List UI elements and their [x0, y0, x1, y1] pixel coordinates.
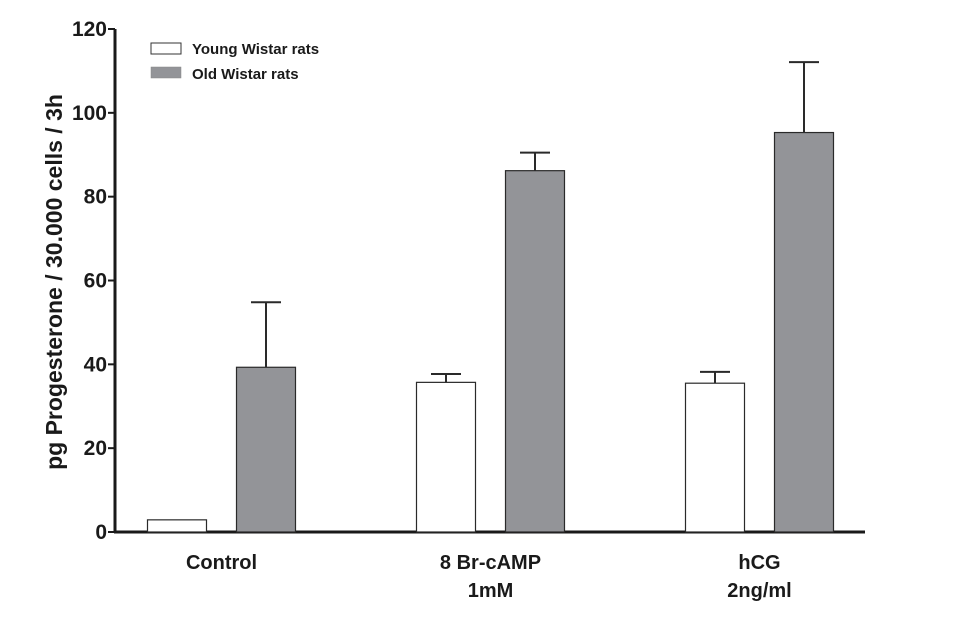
- bar-young: [415, 381, 477, 533]
- legend: Young Wistar rats Old Wistar rats: [150, 41, 319, 83]
- x-category-label: hCG: [738, 552, 780, 574]
- x-category-sublabel: 1mM: [468, 580, 514, 602]
- legend-swatch-old: [150, 66, 182, 79]
- axes: [113, 29, 865, 534]
- x-category-sublabel: 2ng/ml: [727, 580, 791, 602]
- y-tick-label: 120: [72, 18, 107, 41]
- legend-label-young: Young Wistar rats: [192, 41, 319, 58]
- bar-old: [504, 170, 566, 533]
- y-tick-label: 60: [84, 270, 107, 293]
- bar-young: [684, 382, 746, 533]
- bars: [146, 61, 835, 533]
- legend-label-old: Old Wistar rats: [192, 66, 299, 83]
- legend-swatch-young: [150, 42, 182, 55]
- y-ticks: 0 20 40 60 80 100 120: [72, 18, 115, 544]
- y-tick-label: 80: [84, 186, 107, 209]
- y-axis-label: pg Progesterone / 30.000 cells / 3h: [41, 94, 67, 470]
- bar-old: [235, 366, 297, 533]
- y-tick-label: 40: [84, 353, 107, 376]
- x-category-labels: Control 8 Br-cAMP 1mM hCG 2ng/ml: [186, 552, 792, 602]
- y-tick-label: 0: [95, 521, 107, 544]
- x-category-label: Control: [186, 552, 257, 574]
- x-category-label: 8 Br-cAMP: [440, 552, 541, 574]
- y-tick-label: 20: [84, 437, 107, 460]
- bar-old: [773, 131, 835, 533]
- bar-young: [146, 519, 208, 533]
- y-tick-label: 100: [72, 102, 107, 125]
